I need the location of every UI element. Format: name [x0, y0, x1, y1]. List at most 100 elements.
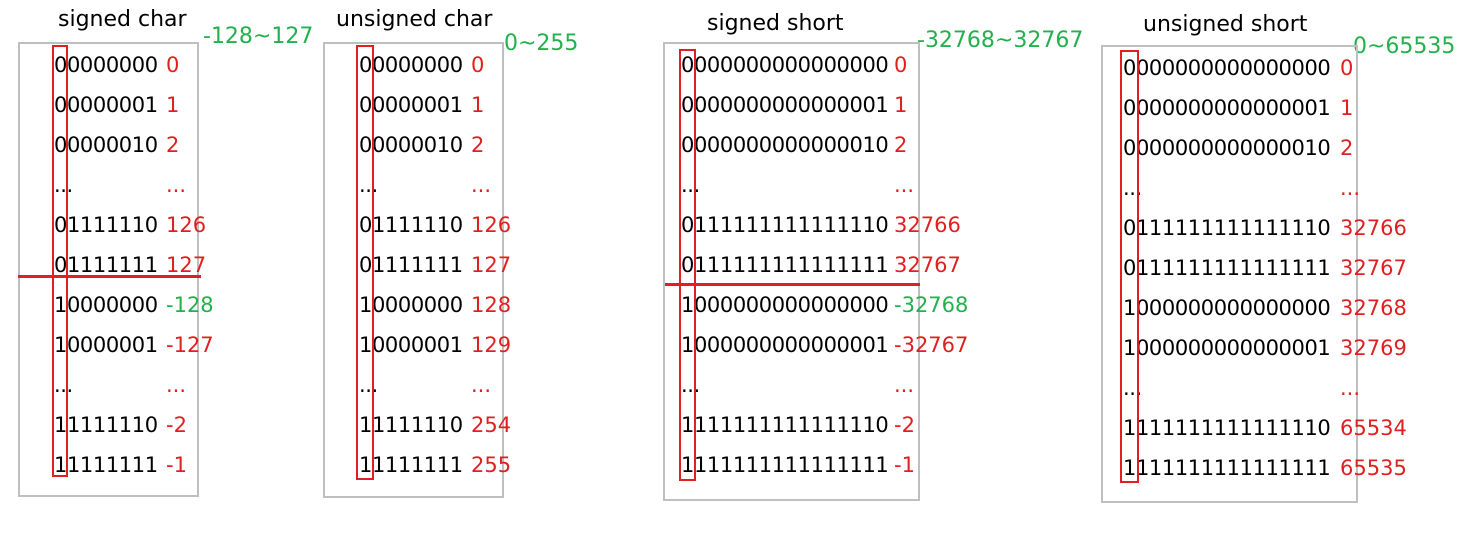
panel-title: unsigned char	[336, 7, 493, 32]
panel-title: signed short	[707, 11, 844, 36]
table-row: 10000001 129	[325, 327, 511, 367]
decimal-value: 127	[471, 253, 512, 277]
bit-pattern: 0000000000000010	[681, 133, 889, 157]
value-table: 00000000 0 00000001 1 00000010 2...... 0111111…	[18, 42, 214, 497]
table-row: 1000000000000001 -32767	[665, 327, 968, 367]
sign-boundary-line	[18, 275, 201, 278]
decimal-value: 126	[471, 213, 512, 237]
decimal-value: -32768	[894, 293, 969, 317]
table-row: 1111111111111111 -1	[665, 447, 918, 487]
table-row: 00000010 2	[325, 127, 502, 167]
table-row: 0111111111111110 32766	[665, 207, 961, 247]
panel-title: signed char	[58, 7, 187, 32]
bit-pattern: ...	[54, 173, 73, 197]
bit-pattern: 0111111111111111	[1123, 256, 1331, 280]
table-row: ......	[665, 167, 918, 207]
bit-pattern: 1111111111111111	[681, 453, 889, 477]
bit-pattern: 00000001	[54, 93, 158, 117]
table-row: 1111111111111110 65534	[1103, 410, 1407, 450]
bit-pattern: 11111110	[359, 413, 463, 437]
decimal-value: 0	[1340, 56, 1354, 80]
table-row: 0111111111111110 32766	[1103, 210, 1407, 250]
table-row: 0000000000000010 2	[665, 127, 918, 167]
decimal-value: 129	[471, 333, 512, 357]
decimal-value: 0	[166, 53, 180, 77]
decimal-value: 127	[166, 253, 207, 277]
decimal-value: 0	[471, 53, 485, 77]
table-row: 1111111111111111 65535	[1103, 450, 1407, 490]
bit-pattern: 1000000000000001	[681, 333, 889, 357]
decimal-value: 32768	[1340, 296, 1407, 320]
decimal-value: 1	[1340, 96, 1354, 120]
decimal-value: 2	[894, 133, 908, 157]
table-row: 10000000 -128	[20, 287, 214, 327]
bit-pattern: 10000000	[359, 293, 463, 317]
table-row: 1000000000000001 32769	[1103, 330, 1407, 370]
table-row: ......	[325, 167, 502, 207]
decimal-value: 0	[894, 53, 908, 77]
table-row: 11111110 -2	[20, 407, 197, 447]
value-table: 0000000000000000 0 0000000000000001 1 000000…	[663, 42, 968, 501]
table-row: 00000000 0	[20, 47, 197, 87]
decimal-value: 32769	[1340, 336, 1407, 360]
decimal-value: -127	[166, 333, 214, 357]
range-label: -32768~32767	[917, 28, 1084, 53]
range-label: 0~65535	[1353, 34, 1456, 59]
table-row: 10000001 -127	[20, 327, 214, 367]
decimal-value: ...	[1340, 176, 1361, 200]
table-row: 11111111 255	[325, 447, 511, 487]
bit-pattern: 0111111111111110	[681, 213, 889, 237]
bit-pattern: 00000000	[54, 53, 158, 77]
decimal-value: ...	[471, 373, 492, 397]
table-row: 01111111 127	[20, 247, 206, 287]
range-label: 0~255	[504, 31, 579, 56]
bit-pattern: 1000000000000001	[1123, 336, 1331, 360]
bit-pattern: 0000000000000001	[681, 93, 889, 117]
bit-pattern: 00000010	[54, 133, 158, 157]
decimal-value: -1	[166, 453, 187, 477]
decimal-value: ...	[166, 373, 187, 397]
table-row: 00000001 1	[325, 87, 502, 127]
value-table: 0000000000000000 0 0000000000000001 1 000000…	[1101, 45, 1407, 503]
table-row: ......	[1103, 170, 1360, 210]
table-row: 01111110 126	[325, 207, 511, 247]
bit-pattern: 10000000	[54, 293, 158, 317]
table-row: 00000000 0	[325, 47, 502, 87]
bit-pattern: 11111111	[54, 453, 158, 477]
table-row: 0111111111111111 32767	[665, 247, 961, 287]
decimal-value: 32766	[1340, 216, 1407, 240]
decimal-value: 128	[471, 293, 512, 317]
table-row: ......	[1103, 370, 1360, 410]
table-row: 01111110 126	[20, 207, 206, 247]
decimal-value: 255	[471, 453, 512, 477]
sign-bit-highlight	[52, 45, 68, 477]
decimal-value: -2	[894, 413, 915, 437]
table-row: 11111111 -1	[20, 447, 197, 487]
bit-pattern: 1000000000000000	[681, 293, 889, 317]
decimal-value: ...	[471, 173, 492, 197]
table-row: 0000000000000001 1	[1103, 90, 1356, 130]
bit-pattern: ...	[54, 373, 73, 397]
bit-pattern: 11111111	[359, 453, 463, 477]
panel-title: unsigned short	[1143, 12, 1308, 37]
decimal-value: 1	[471, 93, 485, 117]
table-row: 01111111 127	[325, 247, 511, 287]
decimal-value: -32767	[894, 333, 969, 357]
table-row: ......	[325, 367, 502, 407]
decimal-value: 32766	[894, 213, 961, 237]
bit-pattern: 00000010	[359, 133, 463, 157]
table-row: 0000000000000000 0	[665, 47, 918, 87]
value-table: 00000000 0 00000001 1 00000010 2...... 0111111…	[323, 42, 511, 498]
bit-pattern: 0000000000000010	[1123, 136, 1331, 160]
table-row: 1111111111111110 -2	[665, 407, 918, 447]
table-row: 1000000000000000 32768	[1103, 290, 1407, 330]
range-label: -128~127	[203, 24, 314, 49]
sign-bit-highlight	[356, 45, 374, 480]
decimal-value: ...	[1340, 376, 1361, 400]
table-row: ......	[665, 367, 918, 407]
table-row: 11111110 254	[325, 407, 511, 447]
decimal-value: 65535	[1340, 456, 1407, 480]
table-row: 0000000000000001 1	[665, 87, 918, 127]
table-row: 1000000000000000 -32768	[665, 287, 968, 327]
decimal-value: 254	[471, 413, 512, 437]
